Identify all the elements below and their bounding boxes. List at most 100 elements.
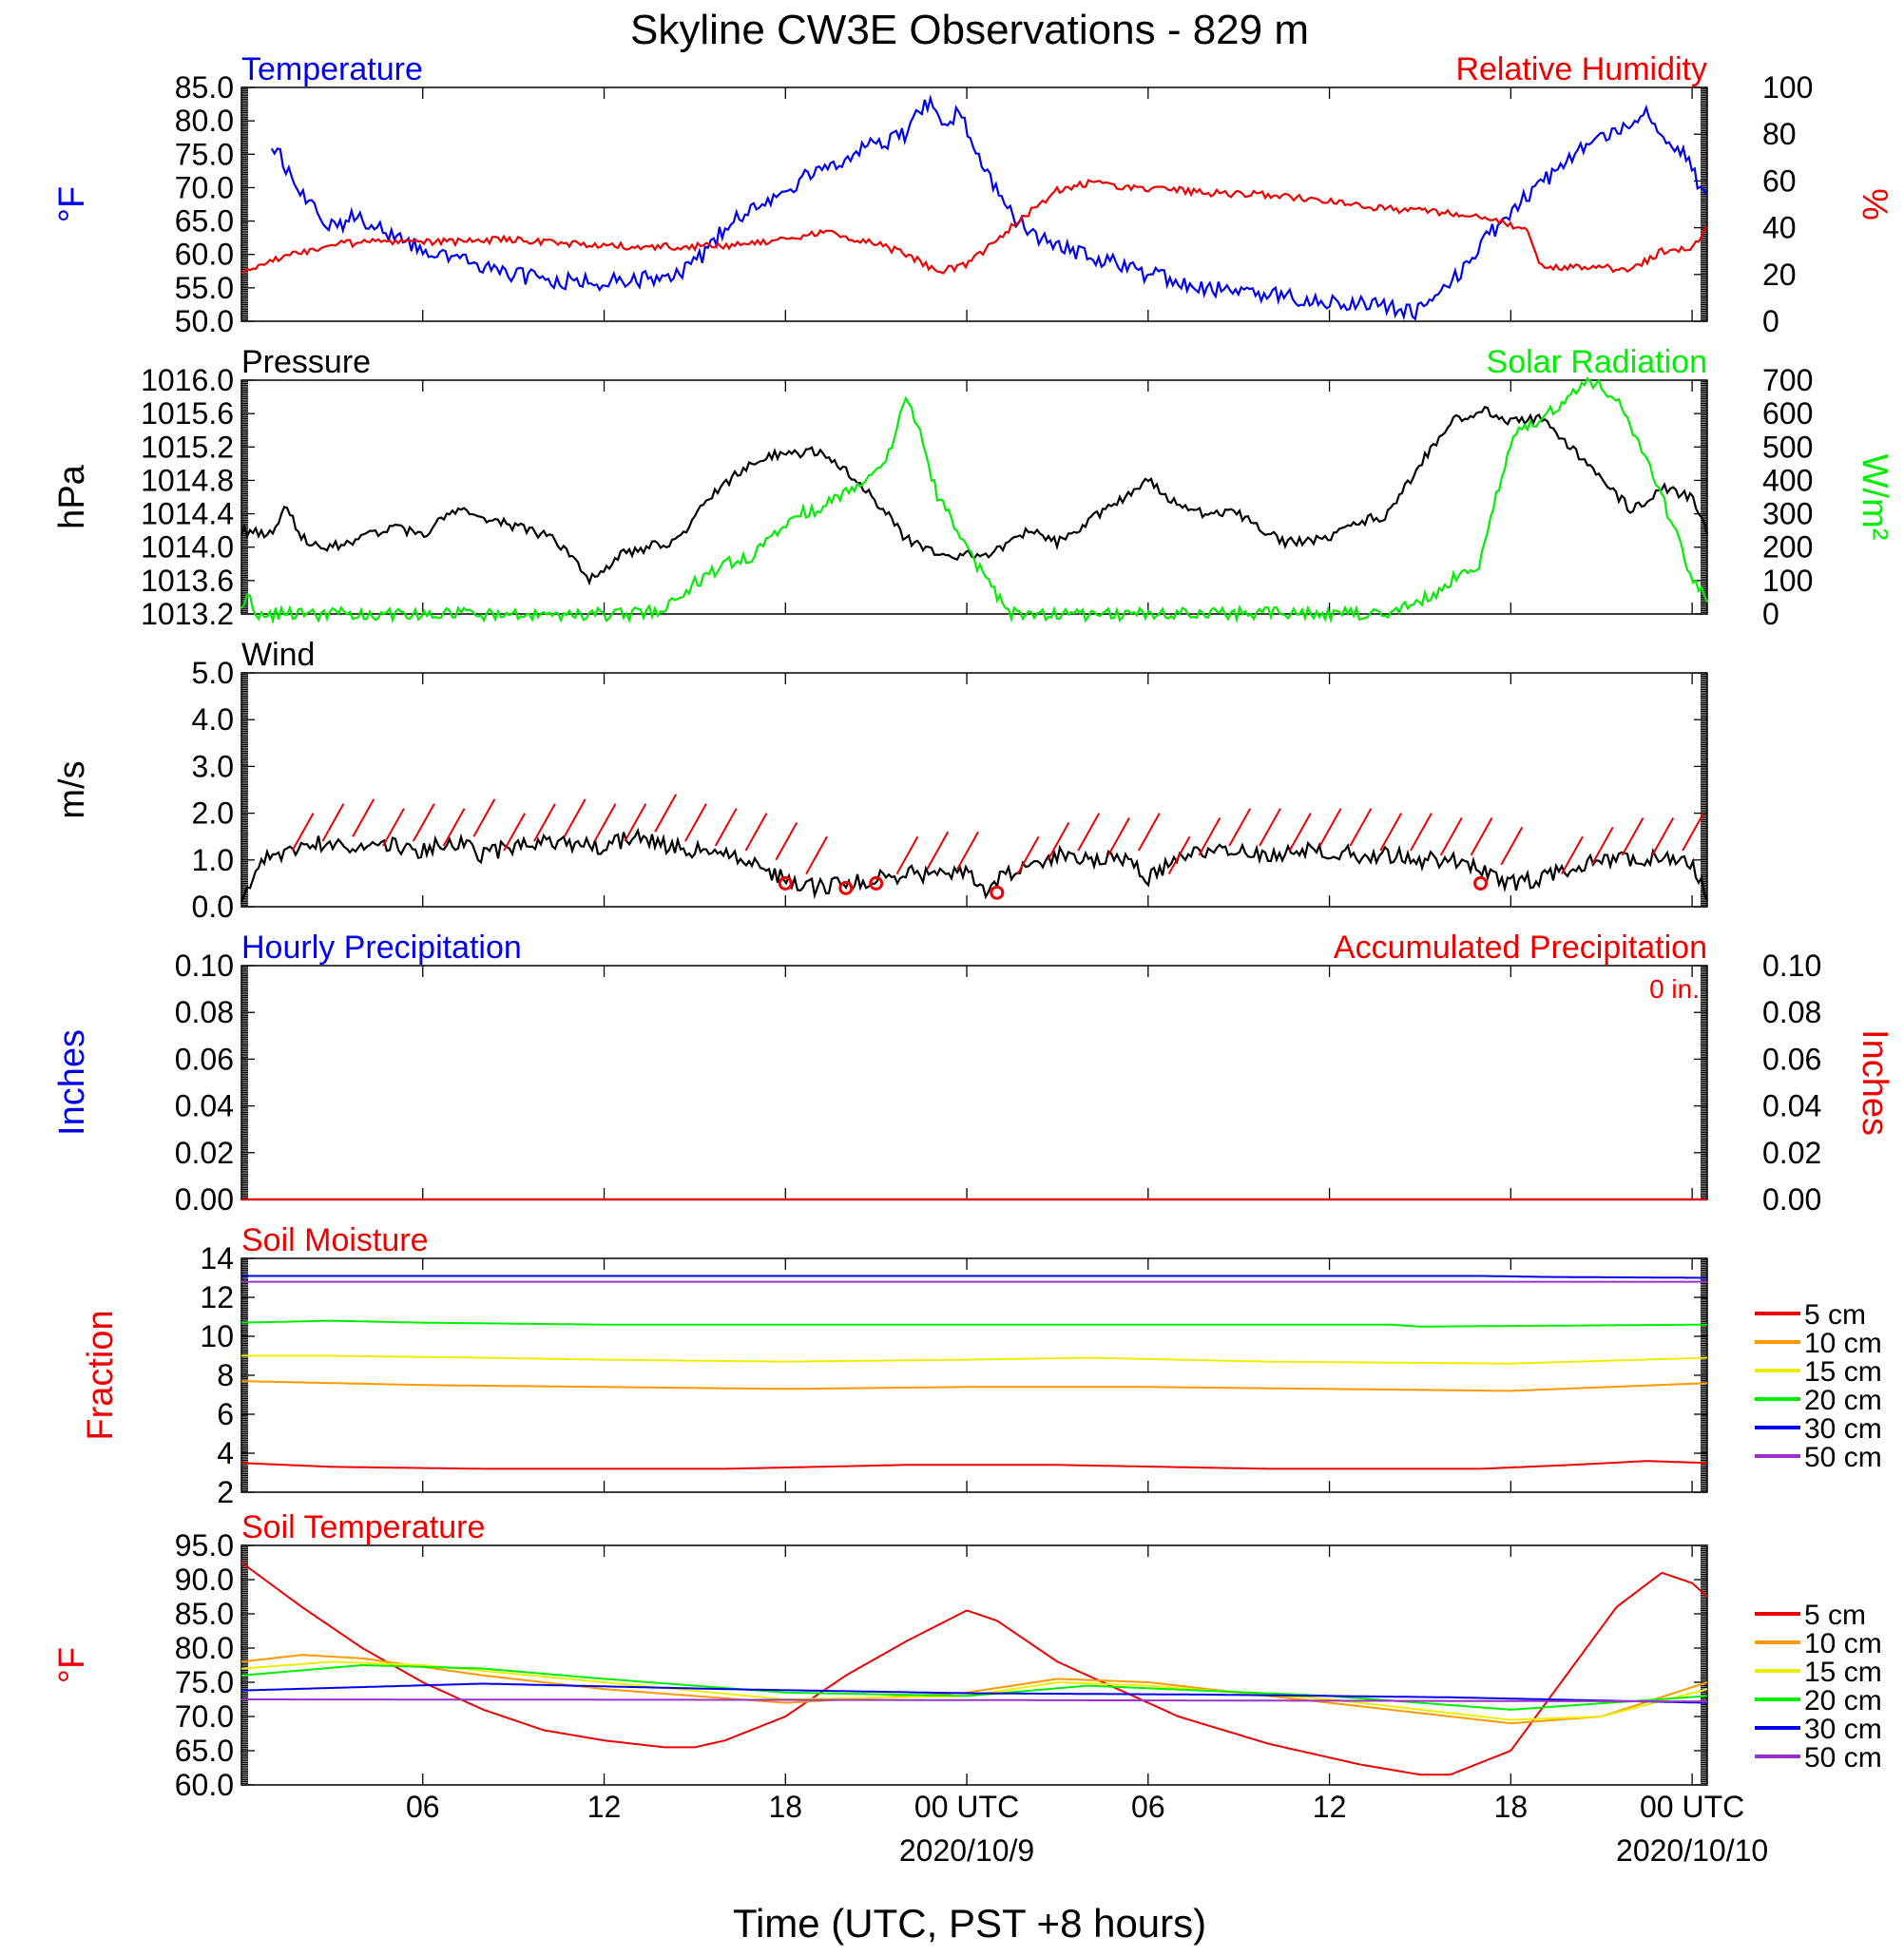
y-tick-label-right: 500 bbox=[1762, 430, 1813, 464]
wind-barb bbox=[1137, 813, 1161, 852]
calm-marker bbox=[990, 885, 1005, 900]
y-tick-label: 1014.8 bbox=[141, 463, 234, 497]
y-tick-label-right: 100 bbox=[1762, 70, 1813, 105]
y-tick-label: 65.0 bbox=[175, 204, 234, 239]
figure-title: Skyline CW3E Observations - 829 m bbox=[630, 7, 1309, 53]
y-tick-label: 80.0 bbox=[175, 1631, 234, 1665]
y-tick-label: 80.0 bbox=[175, 104, 234, 138]
y-tick-label: 0.08 bbox=[175, 995, 234, 1029]
y-tick-label-right: 0.08 bbox=[1762, 995, 1821, 1029]
y-tick-label: 0.10 bbox=[175, 949, 234, 983]
wind-barb bbox=[412, 803, 435, 842]
y-tick-label-right: 0 bbox=[1762, 597, 1779, 631]
panel-pressure: 1016.01015.61015.21014.81014.41014.01013… bbox=[52, 344, 1894, 631]
y-tick-label: 0.0 bbox=[192, 890, 234, 924]
y-tick-label: 1015.6 bbox=[141, 396, 234, 431]
wind-barb bbox=[654, 794, 677, 833]
wind-barb bbox=[1107, 817, 1130, 856]
x-tick-label: 18 bbox=[1494, 1790, 1529, 1824]
x-tick-label: 18 bbox=[768, 1790, 802, 1824]
x-axis-label: Time (UTC, PST +8 hours) bbox=[733, 1901, 1206, 1946]
wind-barb bbox=[1651, 817, 1675, 856]
legend-label: 50 cm bbox=[1804, 1742, 1882, 1774]
y-tick-label: 85.0 bbox=[175, 1597, 234, 1631]
wind-barb bbox=[624, 803, 647, 842]
plot-frame bbox=[240, 672, 1708, 908]
y-tick-label-right: 0.06 bbox=[1762, 1042, 1821, 1076]
series-line-wind bbox=[240, 827, 1709, 903]
legend-label: 15 cm bbox=[1804, 1356, 1882, 1388]
y-tick-label-right: 100 bbox=[1762, 564, 1813, 598]
wind-barb bbox=[714, 808, 738, 847]
wind-barb bbox=[1288, 813, 1312, 852]
series-line-solar-radiation bbox=[240, 376, 1709, 625]
panel-title-left: Soil Temperature bbox=[241, 1509, 485, 1545]
panel-title-left: Pressure bbox=[241, 344, 371, 380]
y-tick-label: 60.0 bbox=[175, 1768, 234, 1802]
y-tick-label-right: 700 bbox=[1762, 363, 1813, 397]
wind-barb bbox=[1590, 826, 1614, 866]
x-tick-label: 00 UTC bbox=[914, 1790, 1019, 1824]
y-tick-label: 0.02 bbox=[175, 1136, 234, 1170]
y-tick-label: 10 bbox=[200, 1319, 234, 1353]
y-tick-label: 1014.4 bbox=[141, 497, 234, 531]
y-tick-label: 12 bbox=[200, 1280, 234, 1314]
legend-label: 5 cm bbox=[1804, 1299, 1866, 1331]
y-tick-label: 1013.2 bbox=[141, 597, 234, 631]
panel-title-left: Hourly Precipitation bbox=[241, 930, 522, 966]
legend-label: 5 cm bbox=[1804, 1600, 1866, 1631]
y-tick-label-right: 300 bbox=[1762, 497, 1813, 531]
wind-barb bbox=[1228, 808, 1252, 847]
legend-label: 30 cm bbox=[1804, 1413, 1882, 1445]
y-axis-label-left: Fraction bbox=[81, 1310, 121, 1440]
series-line-10-cm bbox=[241, 1380, 1708, 1392]
series-line-temperature bbox=[270, 94, 1707, 321]
y-tick-label-right: 20 bbox=[1762, 258, 1797, 292]
plot-frame bbox=[240, 86, 1708, 322]
y-tick-label: 1.0 bbox=[192, 843, 234, 877]
wind-barb bbox=[1167, 835, 1191, 875]
y-tick-label: 3.0 bbox=[192, 749, 234, 783]
panel-title-right: Solar Radiation bbox=[1487, 344, 1707, 380]
legend-label: 10 cm bbox=[1804, 1628, 1882, 1659]
wind-barb bbox=[1349, 808, 1373, 847]
y-tick-label-right: 0 bbox=[1762, 304, 1779, 338]
y-tick-label: 4.0 bbox=[192, 702, 234, 737]
series-line-30-cm bbox=[241, 1682, 1707, 1704]
calm-marker bbox=[1473, 875, 1489, 891]
y-axis-label-right: % bbox=[1855, 188, 1894, 221]
wind-barb bbox=[533, 803, 556, 842]
y-axis-label-left: °F bbox=[52, 1647, 92, 1683]
panel-wind: 5.0 4.0 3.0 2.0 1.0 0.0 Wind m/s bbox=[52, 637, 1709, 924]
y-tick-label: 8 bbox=[217, 1358, 234, 1392]
y-tick-label: 4 bbox=[217, 1436, 234, 1470]
y-tick-label: 50.0 bbox=[175, 304, 234, 338]
y-tick-label: 75.0 bbox=[175, 137, 234, 171]
wind-barb bbox=[775, 821, 798, 861]
plot-frame bbox=[240, 965, 1708, 1200]
y-tick-label: 0.04 bbox=[175, 1089, 234, 1123]
series-line-5-cm bbox=[240, 1562, 1708, 1776]
y-tick-label: 70.0 bbox=[175, 170, 234, 204]
legend-label: 50 cm bbox=[1804, 1442, 1882, 1473]
wind-barb bbox=[805, 835, 828, 875]
wind-barb bbox=[895, 835, 919, 875]
y-tick-label-right: 80 bbox=[1762, 117, 1797, 151]
y-tick-label: 0.06 bbox=[175, 1042, 234, 1076]
y-tick-label: 1014.0 bbox=[141, 530, 234, 565]
y-axis-label-left: Inches bbox=[52, 1029, 92, 1136]
wind-barb bbox=[442, 808, 466, 847]
y-axis-label-left: m/s bbox=[52, 760, 92, 818]
y-tick-label: 75.0 bbox=[175, 1665, 234, 1699]
y-tick-label-right: 60 bbox=[1762, 163, 1797, 198]
y-tick-label-right: 600 bbox=[1762, 396, 1813, 431]
x-date-label: 2020/10/9 bbox=[899, 1833, 1034, 1868]
series-line-5-cm bbox=[241, 1460, 1708, 1470]
wind-barb bbox=[563, 798, 587, 837]
panel-hourly-precipitation: 0.10 0.08 0.06 0.04 0.02 0.00 0.10 0.08 0.06 0.04… bbox=[52, 930, 1894, 1217]
panel-title-left: Temperature bbox=[241, 51, 423, 87]
wind-barb bbox=[1047, 821, 1070, 861]
series-line-50-cm bbox=[241, 1698, 1707, 1703]
wind-barb bbox=[1379, 813, 1403, 852]
calm-marker bbox=[869, 875, 884, 891]
